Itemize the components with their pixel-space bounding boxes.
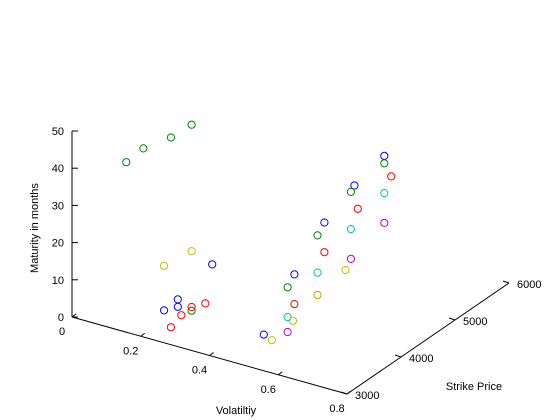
data-point [283, 313, 292, 322]
data-point [283, 327, 292, 337]
x-tick-mark [209, 352, 214, 356]
y-tick-mark [340, 391, 348, 395]
z-tick-label: 30 [52, 200, 64, 212]
data-point [288, 316, 298, 325]
data-point [166, 133, 175, 142]
x-ticks: 0 0.2 0.4 0.6 0.8 [59, 313, 352, 415]
data-point [187, 302, 196, 312]
data-point [346, 254, 355, 263]
x-tick-mark [277, 371, 283, 376]
z-tick-label: 10 [52, 275, 64, 287]
data-point [320, 248, 329, 257]
z-tick-label: 0 [58, 312, 64, 324]
x-tick-mark [140, 332, 146, 337]
z-tick-label: 20 [52, 238, 64, 250]
data-point [313, 268, 322, 277]
data-point [166, 323, 175, 332]
data-point [283, 283, 292, 292]
data-point [320, 218, 329, 227]
data-point [380, 151, 389, 160]
y-tick-mark [448, 317, 456, 321]
y-tick-mark [502, 280, 510, 284]
data-point [187, 120, 196, 129]
x-tick-label: 0.8 [329, 403, 344, 415]
z-tick-label: 50 [52, 126, 64, 138]
data-point [187, 306, 196, 315]
data-point [313, 290, 322, 300]
x-tick-label: 0.4 [192, 365, 207, 377]
y-tick-mark [394, 354, 402, 358]
data-point [122, 158, 131, 167]
data-point [350, 181, 359, 190]
data-point [290, 270, 299, 279]
x-tick-label: 0.6 [261, 384, 276, 396]
data-point [267, 336, 276, 345]
z-ticks: 0 10 20 30 40 50 [52, 126, 78, 324]
y-ticks: 3000 4000 5000 6000 [340, 279, 541, 402]
data-point [353, 204, 362, 213]
data-point [380, 159, 389, 168]
data-point [341, 265, 350, 275]
data-point [139, 144, 148, 153]
y-axis-title: Strike Price [446, 381, 502, 393]
data-point [187, 247, 196, 256]
data-point [208, 260, 217, 269]
y-axis-line [346, 282, 510, 395]
x-tick-label: 0.2 [123, 345, 138, 357]
data-point [201, 299, 210, 308]
data-point [173, 295, 182, 304]
data-point [259, 330, 268, 339]
y-tick-label: 3000 [355, 390, 379, 402]
data-point [380, 218, 389, 227]
x-tick-mark [71, 313, 77, 318]
z-axis-title: Maturity in months [29, 183, 41, 273]
x-axis-title: Volatiltiy [216, 405, 257, 417]
y-tick-label: 5000 [463, 316, 487, 328]
data-point [160, 261, 169, 270]
data-point [313, 231, 322, 240]
data-point [346, 225, 355, 234]
data-point [387, 172, 396, 181]
data-point [290, 300, 299, 309]
z-tick-label: 40 [52, 163, 64, 175]
x-tick-label: 0 [59, 326, 65, 338]
data-points [122, 120, 396, 345]
data-point [177, 311, 186, 320]
data-point [160, 306, 169, 315]
x-tick-mark [346, 390, 352, 395]
y-tick-label: 6000 [517, 279, 541, 291]
data-point [346, 187, 355, 196]
data-point [173, 302, 182, 311]
data-point [380, 189, 389, 198]
y-tick-label: 4000 [409, 353, 433, 365]
